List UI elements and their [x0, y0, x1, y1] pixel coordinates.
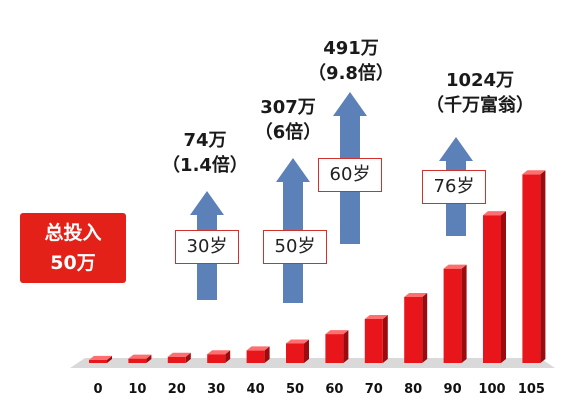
bar-top	[246, 346, 270, 351]
bar-top	[404, 292, 428, 297]
age-box-76: 76岁	[422, 170, 486, 204]
bar-20	[167, 352, 191, 363]
bar-front	[325, 334, 344, 363]
x-tick-label: 90	[444, 382, 462, 397]
bar-60	[325, 330, 349, 363]
bar-side	[146, 354, 152, 363]
x-tick-label: 50	[286, 382, 304, 397]
bar-front	[483, 215, 501, 363]
bar-front	[167, 356, 186, 363]
bar-front	[522, 174, 541, 363]
bar-100	[483, 211, 506, 363]
bar-top	[89, 355, 112, 360]
bar-front	[128, 358, 147, 363]
bar-side	[382, 314, 388, 363]
bar-top	[483, 211, 506, 216]
x-tick-label: 10	[128, 382, 146, 397]
x-tick-label: 100	[478, 382, 505, 397]
total-investment-amount: 50万	[50, 252, 96, 274]
total-investment-label: 总投入	[44, 222, 102, 244]
bar-10	[128, 354, 152, 363]
x-tick-label: 60	[325, 382, 343, 397]
bar-top	[207, 350, 231, 355]
bar-top	[443, 264, 467, 269]
bar-50	[286, 339, 309, 363]
milestone-60-multiple: （9.8倍）	[308, 63, 394, 84]
bar-top	[325, 330, 349, 335]
x-tick-label: 70	[365, 382, 383, 397]
total-investment-box: 总投入 50万	[20, 213, 126, 283]
age-box-50: 50岁	[263, 230, 327, 264]
bar-30	[207, 350, 231, 363]
milestone-60-value: 491万	[323, 38, 379, 59]
milestone-50-value: 307万	[260, 97, 316, 118]
bar-front	[246, 350, 265, 363]
bar-side	[343, 330, 349, 363]
bar-top	[286, 339, 309, 344]
milestone-30-multiple: （1.4倍）	[162, 155, 248, 176]
milestone-30-annotation: 74万 （1.4倍）	[150, 128, 260, 178]
bar-90	[443, 264, 467, 363]
bar-front	[443, 268, 462, 363]
age-box-60: 60岁	[318, 158, 382, 192]
x-tick-label: 0	[93, 382, 102, 397]
bar-0	[89, 355, 112, 363]
milestone-60-annotation: 491万 （9.8倍）	[296, 36, 406, 86]
milestone-50-multiple: （6倍）	[254, 122, 322, 143]
bar-side	[264, 346, 270, 363]
x-tick-label: 30	[207, 382, 225, 397]
bar-top	[364, 314, 388, 319]
x-tick-label: 105	[518, 382, 545, 397]
bar-side	[107, 355, 112, 363]
age-box-30: 30岁	[175, 230, 239, 264]
bar-side	[501, 211, 506, 363]
bar-side	[185, 352, 191, 363]
x-tick-label: 80	[404, 382, 422, 397]
bar-front	[286, 343, 304, 363]
bar-105	[522, 170, 546, 363]
milestone-76-value: 1024万	[445, 70, 515, 91]
x-tick-labels: 0 10 20 30 40 50 60 70 80 90 100 105	[93, 382, 544, 397]
bar-front	[207, 354, 226, 363]
chart-floor	[70, 358, 555, 368]
bar-70	[364, 314, 388, 363]
x-tick-label: 40	[247, 382, 265, 397]
bar-side	[304, 339, 309, 363]
milestone-76-description: （千万富翁）	[426, 95, 534, 116]
bars-group	[89, 170, 546, 363]
bar-front	[404, 296, 423, 363]
bar-front	[89, 359, 107, 363]
bar-top	[128, 354, 152, 359]
x-tick-label: 20	[168, 382, 186, 397]
bar-side	[461, 264, 467, 363]
milestone-50-annotation: 307万 （6倍）	[236, 95, 340, 145]
milestone-76-annotation: 1024万 （千万富翁）	[400, 68, 560, 118]
bar-side	[540, 170, 546, 363]
bar-side	[422, 292, 428, 363]
bar-80	[404, 292, 428, 363]
bar-top	[522, 170, 546, 175]
milestone-30-value: 74万	[183, 130, 227, 151]
bar-side	[225, 350, 231, 363]
bar-40	[246, 346, 270, 363]
bar-top	[167, 352, 191, 357]
bar-front	[364, 318, 383, 363]
